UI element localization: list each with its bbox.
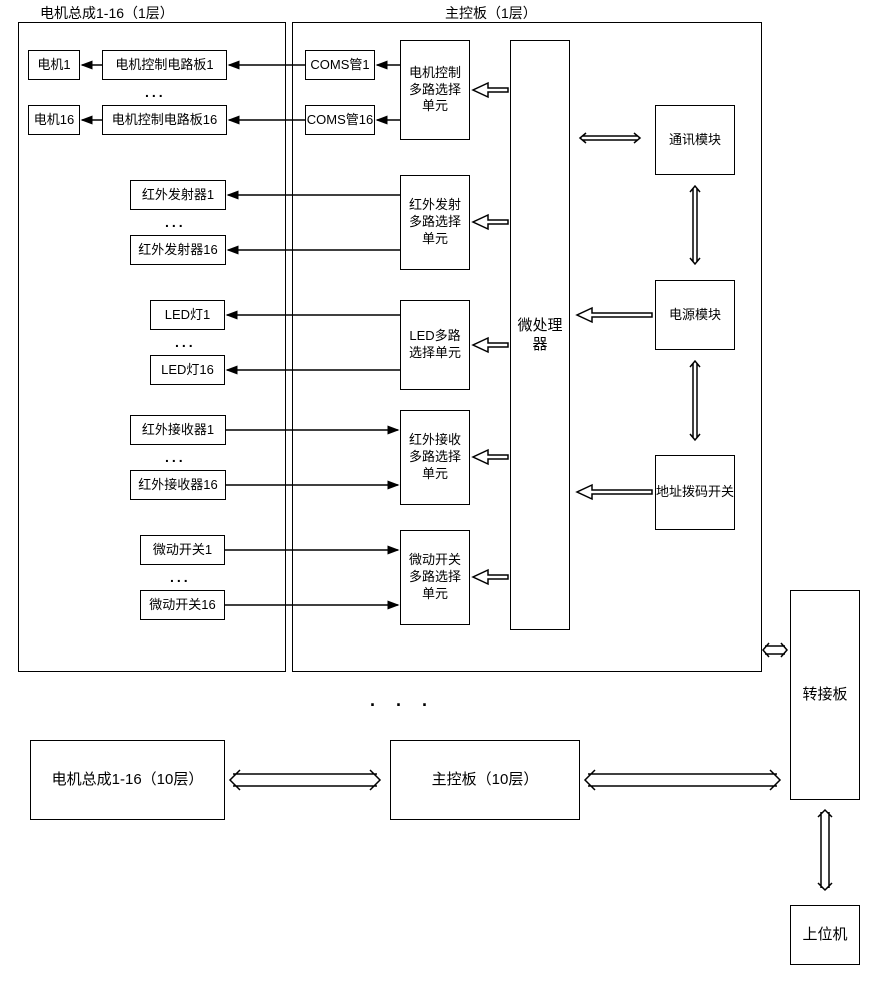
micro-sw1-box: 微动开关1 xyxy=(140,535,225,565)
led-mux-box: LED多路选择单元 xyxy=(400,300,470,390)
micro-sw16-box: 微动开关16 xyxy=(140,590,225,620)
main-board-10-box: 主控板（10层） xyxy=(390,740,580,820)
ir-tx-dots: ... xyxy=(165,214,186,230)
host-pc-box: 上位机 xyxy=(790,905,860,965)
motor-ctrl-board1-box: 电机控制电路板1 xyxy=(102,50,227,80)
ir-tx1-box: 红外发射器1 xyxy=(130,180,226,210)
mcu-box: 微处理器 xyxy=(510,40,570,630)
led1-box: LED灯1 xyxy=(150,300,225,330)
motor-group-title: 电机总成1-16（1层） xyxy=(40,3,174,23)
led-dots: ... xyxy=(175,334,196,350)
ir-rx-dots: ... xyxy=(165,449,186,465)
micro-sw-dots: ... xyxy=(170,569,191,585)
addr-switch-box: 地址拨码开关 xyxy=(655,455,735,530)
motor-group-10-box: 电机总成1-16（10层） xyxy=(30,740,225,820)
power-module-box: 电源模块 xyxy=(655,280,735,350)
ir-rx16-box: 红外接收器16 xyxy=(130,470,226,500)
motor-mux-box: 电机控制多路选择单元 xyxy=(400,40,470,140)
ir-tx16-box: 红外发射器16 xyxy=(130,235,226,265)
coms1-box: COMS管1 xyxy=(305,50,375,80)
micro-sw-mux-box: 微动开关多路选择单元 xyxy=(400,530,470,625)
adapter-board-box: 转接板 xyxy=(790,590,860,800)
ir-rx-mux-box: 红外接收多路选择单元 xyxy=(400,410,470,505)
motor-ctrl-board16-box: 电机控制电路板16 xyxy=(102,105,227,135)
comm-module-box: 通讯模块 xyxy=(655,105,735,175)
motor1-box: 电机1 xyxy=(28,50,80,80)
main-board-title: 主控板（1层） xyxy=(445,3,537,23)
coms16-box: COMS管16 xyxy=(305,105,375,135)
layer-dots: . . . xyxy=(370,690,435,711)
motor16-box: 电机16 xyxy=(28,105,80,135)
led16-box: LED灯16 xyxy=(150,355,225,385)
motor-dots: ... xyxy=(145,84,166,100)
ir-tx-mux-box: 红外发射多路选择单元 xyxy=(400,175,470,270)
ir-rx1-box: 红外接收器1 xyxy=(130,415,226,445)
